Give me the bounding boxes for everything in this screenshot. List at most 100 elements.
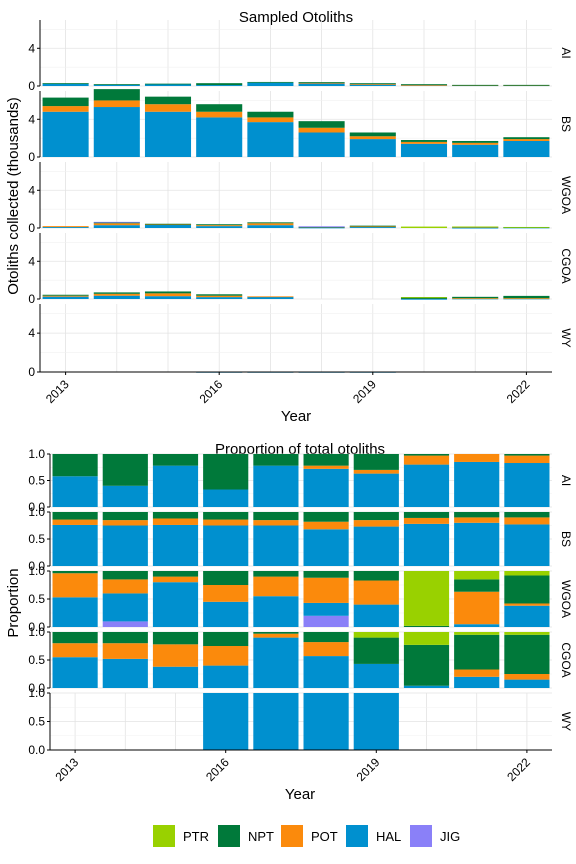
bar-segment-pot [253,520,299,526]
bar-segment-pot [144,293,192,297]
bar-segment-npt [102,454,148,486]
panel-ai: 0 4 AI [28,20,573,93]
bar-segment-hal [247,82,294,86]
bar-segment-hal [303,602,349,616]
bar-segment-hal [42,83,89,86]
bar-segment-hal [144,84,192,86]
bar-segment-pot [93,223,140,226]
y-tick-label: 0.5 [28,474,45,488]
bar-segment-pot [353,520,399,527]
bar-segment-pot [253,576,299,597]
bar-segment-hal [454,624,500,627]
bar-segment-npt [503,137,550,140]
bar-segment-npt [253,454,299,466]
y-tick-label: 0 [28,79,35,93]
bar-segment-hal [102,593,148,622]
bar-segment-hal [52,476,98,507]
bar-segment-npt [42,97,89,107]
bar-segment-pot [400,84,448,86]
bar-segment-npt [504,634,550,674]
bar-segment-hal [52,657,98,688]
bar-segment-pot [504,517,550,525]
bar-segment-pot [504,603,550,606]
bar-segment-hal [152,465,199,507]
bar-segment-npt [503,84,550,86]
bar-segment-hal [93,295,140,299]
bar-segment-pot [349,136,396,140]
bar-segment-npt [42,83,89,84]
bar-segment-pot [203,585,249,602]
facet-label-wgoa: WGOA [559,176,573,214]
bar-segment-npt [452,296,499,299]
bar-segment-npt [102,512,148,521]
bar-segment-hal [353,693,399,750]
bar-segment-npt [152,454,199,466]
bar-segment-ptr [452,226,499,228]
y-tick-label: 0 [28,221,35,235]
bar-segment-ptr [504,571,550,576]
bar-segment-npt [403,512,450,518]
bar-segment-pot [52,519,98,525]
bar-segment-hal [454,461,500,507]
bar-segment-npt [454,579,500,592]
bar-segment-pot [42,295,89,297]
bar-segment-pot [298,82,345,84]
bar-segment-npt [93,292,140,294]
legend-label: NPT [248,829,274,844]
bar-segment-npt [203,632,249,646]
bar-segment-hal [303,468,349,507]
bar-segment-pot [102,579,148,594]
chart1-y-axis-label: Otoliths collected (thousands) [5,97,22,295]
facet-label-wy: WY [559,328,573,347]
bar-segment-npt [503,295,550,299]
bar-segment-npt [253,571,299,577]
bar-segment-pot [52,643,98,658]
chart1-title: Sampled Otoliths [239,9,353,26]
bar-segment-npt [196,83,243,86]
bar-segment-hal [504,524,550,566]
bar-segment-ptr [353,632,399,638]
legend-item-hal: HAL [346,825,401,847]
y-tick-label: 0.0 [28,559,45,573]
legend: PTR NPT POT HAL JIG [153,825,460,847]
bar-segment-npt [93,84,140,85]
bar-segment-hal [503,227,550,229]
bar-segment-ptr [403,632,450,645]
bar-segment-hal [253,596,299,627]
y-tick-label: 0.5 [28,653,45,667]
bar-segment-pot [196,295,243,298]
facet-label-cgoa: CGOA [559,642,573,677]
bar-segment-npt [400,297,448,299]
bar-segment-pot [203,519,249,526]
bar-segment-npt [152,632,199,645]
y-tick-label: 4 [28,41,35,55]
bar-segment-hal [144,224,192,228]
bar-segment-npt [353,637,399,664]
bar-segment-hal [353,604,399,627]
bar-segment-npt [196,104,243,112]
bar-segment-npt [400,84,448,85]
bar-segment-ptr [403,571,450,626]
y-tick-label: 0.5 [28,532,45,546]
bar-segment-ptr [503,226,550,228]
bar-segment-hal [253,525,299,566]
bar-segment-hal [303,693,349,750]
bar-segment-hal [403,685,450,688]
bar-segment-pot [42,106,89,112]
bar-segment-jig [298,226,345,228]
bar-segment-hal [349,84,396,86]
facet-label-bs: BS [559,531,573,547]
bar-segment-npt [93,89,140,101]
bar-segment-pot [303,521,349,530]
bar-segment-pot [42,226,89,228]
bar-segment-npt [400,140,448,142]
legend-swatch [410,825,432,847]
bar-segment-hal [253,693,299,750]
bar-segment-pot [247,223,294,226]
bar-segment-pot [503,298,550,300]
bar-segment-hal [52,524,98,566]
bar-segment-hal [93,107,140,157]
bar-segment-npt [203,512,249,520]
bar-segment-npt [144,291,192,294]
legend-label: PTR [183,829,209,844]
